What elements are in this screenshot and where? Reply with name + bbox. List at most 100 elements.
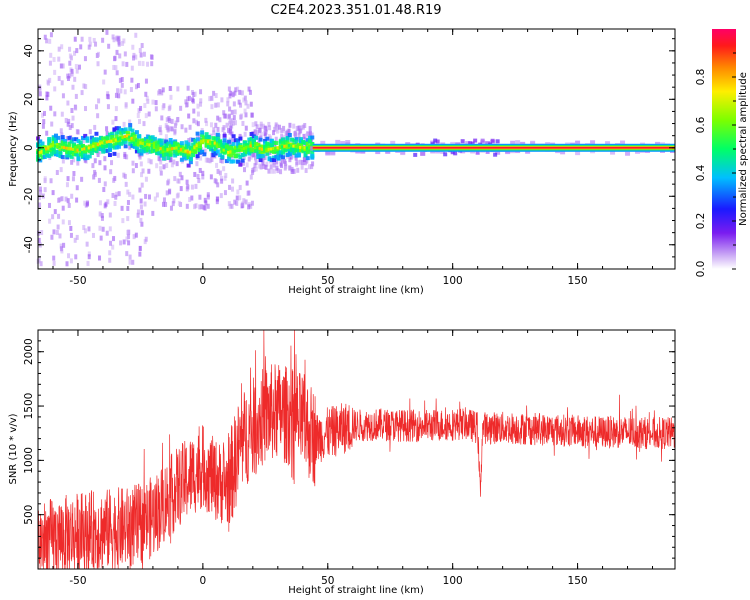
heatmap-cell — [182, 148, 187, 152]
heatmap-cell — [129, 87, 133, 93]
heatmap-cell — [158, 125, 162, 131]
heatmap-cell — [227, 139, 232, 144]
heatmap-cell — [112, 127, 117, 132]
heatmap-cell — [105, 140, 110, 144]
heatmap-cell — [123, 153, 127, 159]
heatmap-cell — [61, 205, 65, 211]
heatmap-cell — [92, 144, 97, 148]
heatmap-cell — [141, 142, 146, 146]
heatmap-cell — [92, 142, 97, 147]
heatmap-cell — [101, 141, 106, 145]
heatmap-cell — [196, 103, 200, 109]
heatmap-cell — [147, 168, 151, 174]
heatmap-cell — [170, 147, 175, 151]
heatmap-cell — [110, 160, 114, 166]
heatmap-cell — [303, 141, 308, 146]
heatmap-cell — [51, 214, 55, 220]
heatmap-cell — [195, 137, 200, 142]
heatmap-cell — [188, 146, 193, 151]
heatmap-cell — [76, 153, 81, 158]
heatmap-cell — [78, 145, 83, 150]
heatmap-cell — [292, 123, 296, 129]
heatmap-cell — [247, 156, 251, 162]
heatmap-cell — [245, 149, 250, 154]
heatmap-cell — [453, 151, 458, 156]
heatmap-cell — [84, 106, 88, 112]
heatmap-cell — [60, 135, 65, 140]
heatmap-cell — [235, 200, 239, 206]
heatmap-cell — [61, 93, 65, 99]
heatmap-cell — [71, 84, 75, 90]
heatmap-cell — [60, 145, 65, 149]
heatmap-cell — [308, 135, 313, 140]
heatmap-cell — [198, 167, 202, 173]
heatmap-cell — [38, 151, 43, 155]
heatmap-cell — [231, 150, 236, 154]
heatmap-cell — [493, 152, 498, 157]
heatmap-cell — [98, 135, 103, 140]
heatmap-cell — [258, 137, 263, 142]
heatmap-cell — [65, 261, 69, 267]
heatmap-cell — [52, 260, 56, 266]
heatmap-cell — [209, 147, 214, 152]
heatmap-cell — [128, 119, 132, 125]
heatmap-cell — [71, 147, 76, 151]
heatmap-cell — [150, 143, 155, 147]
heatmap-cell — [141, 138, 146, 143]
heatmap-cell — [251, 167, 255, 173]
heatmap-cell — [108, 250, 112, 256]
heatmap-cell — [257, 139, 261, 145]
x-tick-label: 100 — [443, 575, 463, 587]
heatmap-cell — [233, 199, 237, 205]
heatmap-cell — [80, 90, 84, 96]
heatmap-cell — [251, 147, 256, 152]
heatmap-cell — [166, 141, 171, 146]
heatmap-cell — [281, 146, 286, 151]
heatmap-cell — [44, 149, 49, 154]
heatmap-cell — [132, 144, 137, 149]
heatmap-cell — [92, 148, 97, 153]
heatmap-cell — [200, 137, 205, 142]
heatmap-cell — [218, 117, 222, 123]
heatmap-cell — [199, 89, 203, 95]
heatmap-cell — [170, 140, 175, 145]
heatmap-cell — [122, 239, 126, 245]
heatmap-cell — [249, 174, 253, 180]
heatmap-cell — [149, 54, 153, 60]
heatmap-cell — [114, 106, 118, 112]
heatmap-cell — [38, 153, 43, 158]
heatmap-cell — [182, 146, 187, 151]
x-tick-label: 150 — [568, 275, 588, 287]
heatmap-cell — [299, 141, 304, 146]
heatmap-cell — [110, 134, 115, 139]
heatmap-cell — [233, 153, 238, 158]
heatmap-cell — [219, 193, 223, 199]
heatmap-cell — [47, 137, 52, 142]
heatmap-cell — [85, 241, 89, 247]
heatmap-cell — [71, 137, 76, 142]
spectrogram-frame — [37, 28, 676, 270]
heatmap-cell — [49, 152, 54, 157]
heatmap-cell — [123, 139, 128, 144]
heatmap-cell — [75, 185, 79, 191]
heatmap-cell — [106, 91, 110, 97]
heatmap-cell — [296, 145, 301, 149]
heatmap-cell — [144, 176, 148, 182]
heatmap-cell — [243, 95, 247, 101]
heatmap-cell — [272, 162, 276, 168]
heatmap-cell — [218, 145, 223, 149]
heatmap-cell — [142, 121, 146, 127]
heatmap-cell — [230, 203, 234, 209]
heatmap-cell — [159, 138, 164, 143]
heatmap-cell — [58, 154, 63, 159]
heatmap-cell — [284, 163, 288, 169]
heatmap-cell — [220, 149, 225, 154]
heatmap-cell — [155, 147, 160, 152]
heatmap-cell — [118, 53, 122, 59]
heatmap-cell — [105, 136, 110, 141]
heatmap-cell — [272, 130, 276, 136]
heatmap-cell — [292, 138, 297, 143]
heatmap-cell — [78, 148, 83, 152]
heatmap-cell — [115, 70, 119, 76]
heatmap-cell — [99, 235, 103, 241]
